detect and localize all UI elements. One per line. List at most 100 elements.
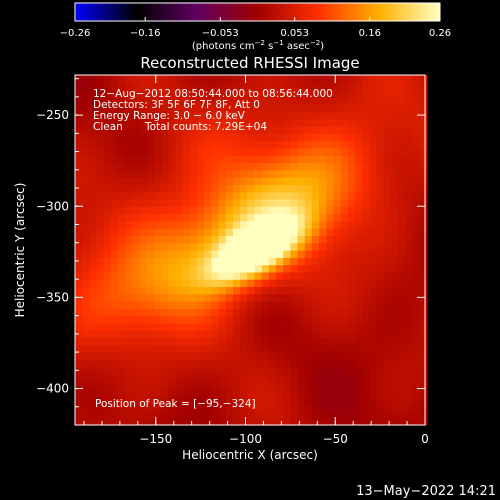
heatmap-cell (405, 96, 414, 105)
heatmap-cell (125, 228, 134, 237)
heatmap-cell (304, 417, 313, 426)
heatmap-cell (405, 177, 414, 185)
heatmap-cell (211, 293, 220, 302)
heatmap-cell (204, 184, 213, 193)
heatmap-cell (211, 359, 220, 368)
heatmap-cell (268, 286, 277, 295)
heatmap-cell (412, 169, 421, 178)
heatmap-cell (89, 104, 98, 113)
heatmap-cell (390, 220, 399, 229)
heatmap-cell (283, 257, 291, 266)
heatmap-cell (182, 140, 191, 149)
heatmap-cell (304, 147, 313, 156)
heatmap-cell (390, 184, 399, 193)
heatmap-cell (319, 235, 327, 244)
heatmap-cell (103, 169, 112, 178)
heatmap-cell (240, 242, 248, 251)
heatmap-cell (211, 257, 220, 266)
heatmap-cell (355, 162, 363, 171)
heatmap-cell (204, 381, 213, 390)
heatmap-cell (412, 75, 421, 83)
heatmap-cell (340, 228, 349, 237)
heatmap-cell (153, 75, 162, 83)
heatmap-cell (304, 162, 313, 171)
heatmap-cell (211, 126, 220, 134)
heatmap-cell (146, 213, 155, 222)
heatmap-cell (297, 403, 306, 412)
heatmap-cell (89, 213, 98, 222)
heatmap-cell (268, 111, 277, 120)
heatmap-cell (225, 191, 234, 200)
heatmap-cell (369, 140, 378, 149)
heatmap-cell (268, 250, 277, 258)
heatmap-cell (347, 147, 356, 156)
heatmap-cell (347, 286, 356, 295)
heatmap-cell (204, 366, 213, 375)
heatmap-cell (390, 395, 399, 404)
heatmap-cell (197, 286, 205, 295)
heatmap-cell (405, 235, 414, 244)
heatmap-cell (326, 366, 335, 375)
heatmap-cell (175, 184, 184, 193)
heatmap-cell (311, 184, 320, 193)
heatmap-cell (153, 177, 162, 185)
heatmap-cell (218, 403, 227, 412)
heatmap-cell (168, 184, 177, 193)
heatmap-cell (362, 381, 370, 390)
heatmap-cell (103, 111, 112, 120)
heatmap-cell (297, 235, 306, 244)
heatmap-cell (347, 198, 356, 207)
heatmap-cell (225, 279, 234, 288)
heatmap-cell (254, 344, 263, 353)
heatmap-cell (304, 352, 313, 360)
heatmap-cell (89, 89, 98, 98)
heatmap-cell (132, 213, 141, 222)
heatmap-cell (405, 359, 414, 368)
heatmap-cell (355, 147, 363, 156)
heatmap-cell (419, 322, 428, 331)
heatmap-cell (89, 344, 98, 353)
heatmap-cell (304, 75, 313, 83)
heatmap-cell (153, 403, 162, 412)
heatmap-cell (268, 322, 277, 331)
heatmap-cell (197, 279, 205, 288)
heatmap-cell (376, 104, 385, 113)
heatmap-cell (333, 191, 342, 200)
heatmap-cell (103, 279, 112, 288)
heatmap-cell (326, 198, 335, 207)
heatmap-cell (412, 118, 421, 127)
heatmap-cell (412, 191, 421, 200)
heatmap-cell (276, 337, 284, 346)
heatmap-cell (319, 264, 327, 273)
heatmap-cell (103, 359, 112, 368)
heatmap-cell (132, 242, 141, 251)
heatmap-cell (75, 308, 83, 317)
heatmap-cell (254, 162, 263, 171)
heatmap-cell (139, 352, 148, 360)
heatmap-cell (118, 257, 126, 266)
heatmap-cell (110, 344, 119, 353)
heatmap-cell (362, 308, 370, 317)
heatmap-cell (103, 118, 112, 127)
heatmap-cell (390, 359, 399, 368)
heatmap-cell (182, 206, 191, 215)
heatmap-cell (96, 147, 105, 156)
heatmap-cell (103, 366, 112, 375)
heatmap-cell (383, 220, 392, 229)
heatmap-cell (118, 315, 126, 324)
heatmap-cell (118, 177, 126, 185)
heatmap-cell (276, 250, 284, 258)
heatmap-cell (383, 286, 392, 295)
heatmap-cell (103, 155, 112, 164)
heatmap-cell (168, 264, 177, 273)
heatmap-cell (419, 395, 428, 404)
heatmap-cell (96, 89, 105, 98)
heatmap-cell (376, 279, 385, 288)
heatmap-cell (376, 126, 385, 134)
heatmap-cell (161, 235, 169, 244)
heatmap-cell (82, 315, 90, 324)
heatmap-cell (110, 169, 119, 178)
heatmap-cell (268, 257, 277, 266)
heatmap-cell (376, 213, 385, 222)
heatmap-cell (96, 388, 105, 397)
